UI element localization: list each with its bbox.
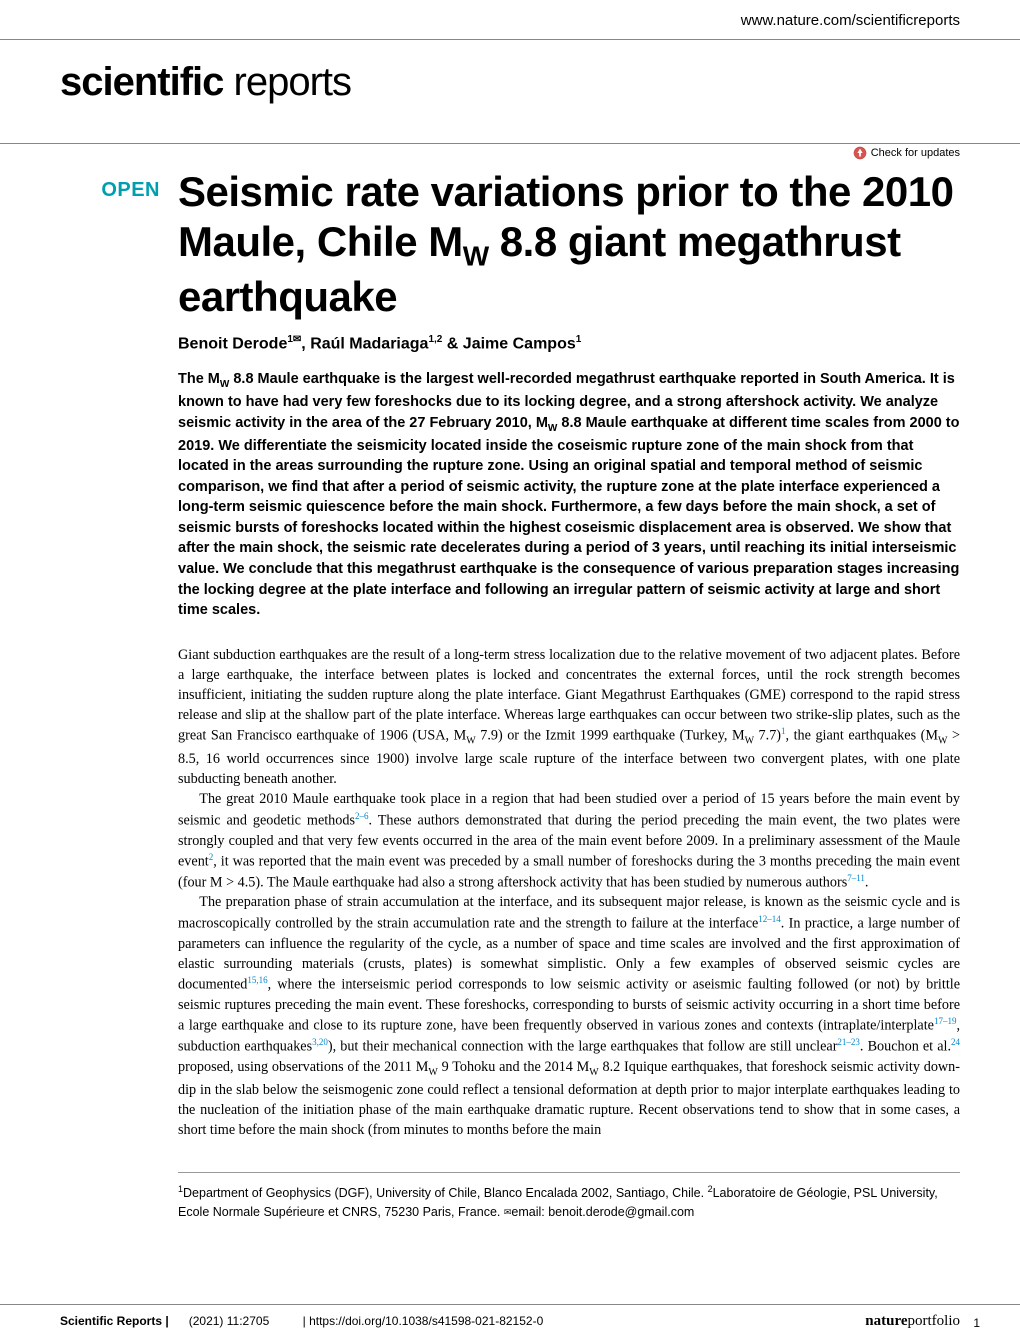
open-access-badge: OPEN	[60, 179, 160, 202]
article-title: Seismic rate variations prior to the 201…	[178, 167, 960, 322]
footer-citation: (2021) 11:2705	[189, 1314, 270, 1328]
check-updates-button[interactable]: Check for updates	[853, 146, 960, 160]
main-column: Seismic rate variations prior to the 201…	[178, 167, 960, 1222]
body-paragraph: The great 2010 Maule earthquake took pla…	[178, 789, 960, 892]
footer-left: Scientific Reports | (2021) 11:2705 | ht…	[60, 1314, 543, 1328]
footer-doi-sep: |	[303, 1314, 306, 1328]
journal-logo-light: reports	[223, 60, 351, 104]
footer-portfolio-bold: nature	[865, 1313, 907, 1329]
page-number: 1	[973, 1316, 980, 1330]
footer-journal: Scientific Reports |	[60, 1314, 169, 1328]
check-updates-bar: Check for updates	[0, 143, 1020, 167]
authors-line: Benoit Derode1✉, Raúl Madariaga1,2 & Jai…	[178, 334, 960, 353]
header-bar: www.nature.com/scientificreports	[0, 0, 1020, 40]
body-paragraph: The preparation phase of strain accumula…	[178, 892, 960, 1140]
journal-url[interactable]: www.nature.com/scientificreports	[741, 12, 960, 29]
footer-portfolio: natureportfolio	[865, 1313, 960, 1330]
footer-doi[interactable]: https://doi.org/10.1038/s41598-021-82152…	[309, 1314, 543, 1328]
left-gutter: OPEN	[60, 167, 160, 1222]
body-text: Giant subduction earthquakes are the res…	[178, 645, 960, 1140]
footer-portfolio-light: portfolio	[908, 1313, 961, 1329]
check-updates-label: Check for updates	[871, 147, 960, 159]
journal-logo-bold: scientific	[60, 60, 223, 104]
journal-logo: scientific reports	[60, 60, 1020, 105]
footer-bar: Scientific Reports | (2021) 11:2705 | ht…	[0, 1304, 1020, 1340]
content-wrap: OPEN Seismic rate variations prior to th…	[0, 167, 1020, 1222]
affiliations: 1Department of Geophysics (DGF), Univers…	[178, 1172, 960, 1222]
body-paragraph: Giant subduction earthquakes are the res…	[178, 645, 960, 790]
page-container: www.nature.com/scientificreports scienti…	[0, 0, 1020, 1340]
abstract: The MW 8.8 Maule earthquake is the large…	[178, 369, 960, 621]
check-updates-icon	[853, 146, 867, 160]
